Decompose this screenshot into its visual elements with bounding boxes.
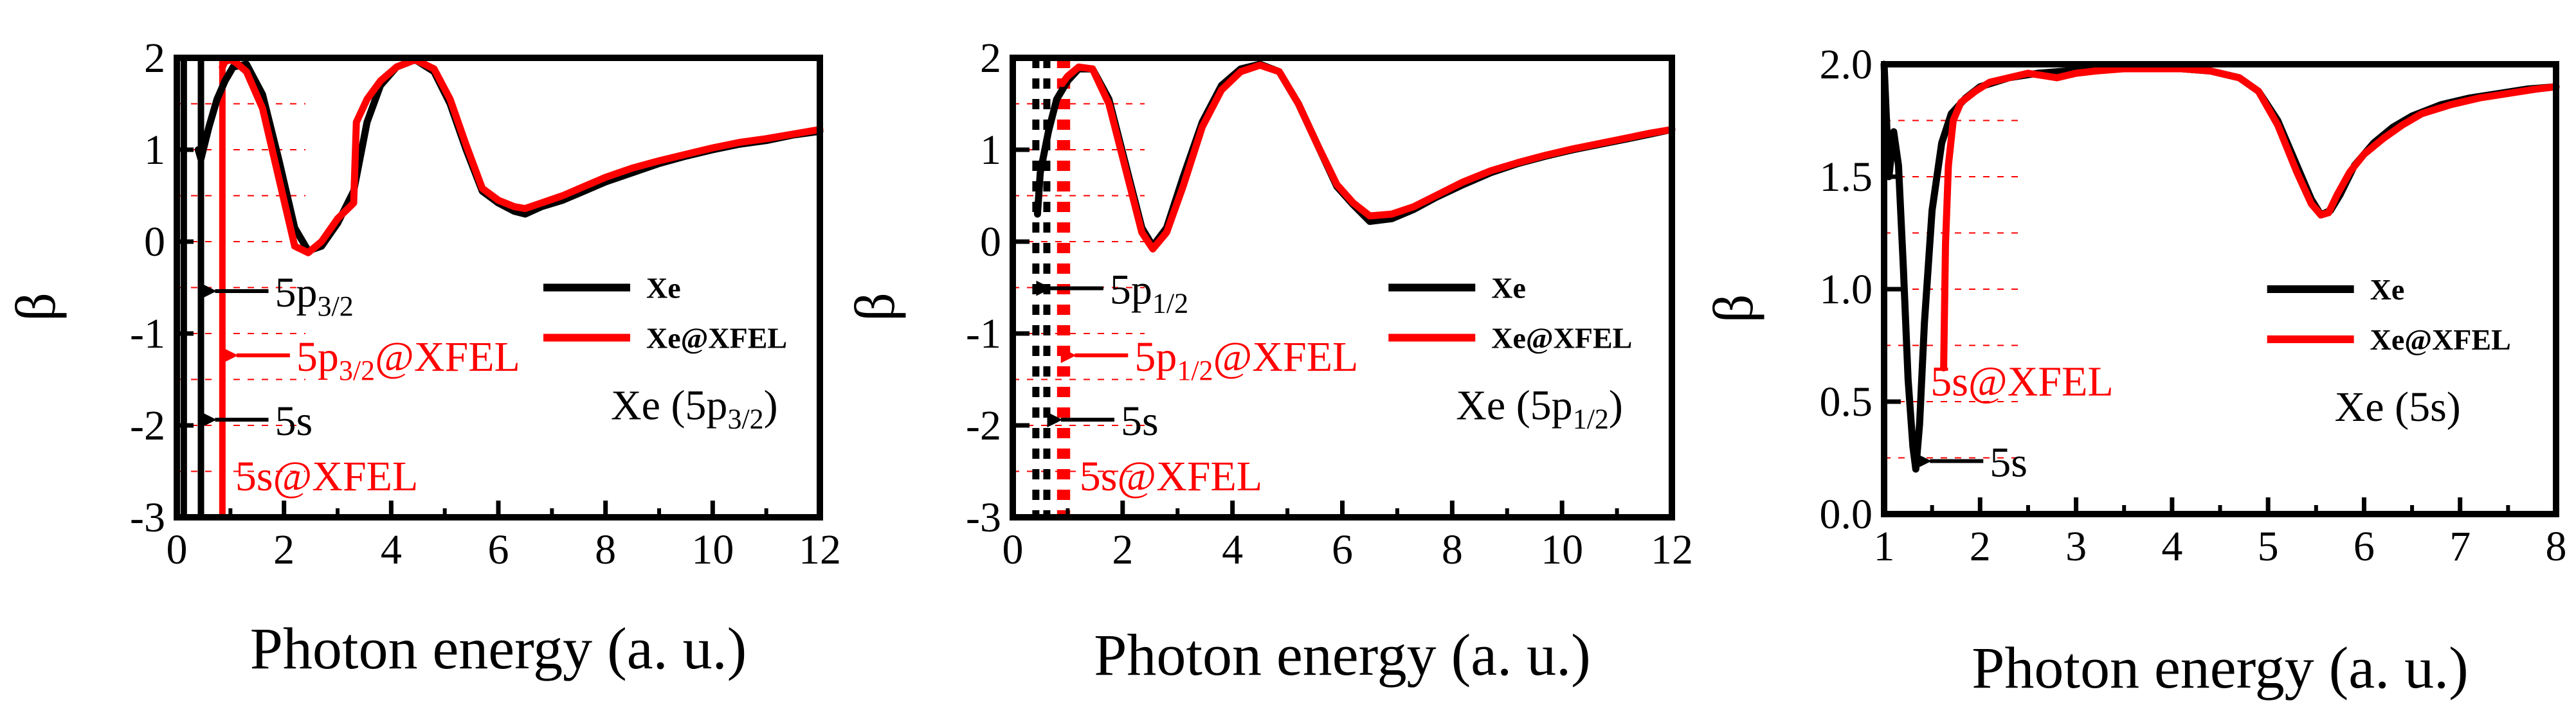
panel-label: Xe (5s) <box>2335 384 2461 431</box>
legend-label: Xe <box>2370 273 2405 306</box>
x-tick-label: 6 <box>2354 523 2375 570</box>
x-tick-label: 0 <box>167 526 188 573</box>
x-tick-label: 2 <box>1112 526 1133 573</box>
x-tick-label: 3 <box>2065 523 2087 570</box>
threshold-label: 5s <box>1121 398 1159 445</box>
x-tick-label: 7 <box>2449 523 2471 570</box>
x-tick-label: 2 <box>273 526 295 573</box>
y-tick-label: 0 <box>144 218 165 265</box>
x-tick-label: 4 <box>1222 526 1243 573</box>
series-line-xe-xfel <box>1940 65 2560 371</box>
y-tick-label: 2 <box>144 35 165 82</box>
x-tick-label: 6 <box>1332 526 1353 573</box>
threshold-label: 5s <box>275 398 313 445</box>
legend-label: Xe@XFEL <box>1491 322 1632 355</box>
y-tick-label: 0 <box>980 218 1001 265</box>
x-axis-label: Photon energy (a. u.) <box>250 616 747 681</box>
y-tick-label: 1.0 <box>1820 266 1873 313</box>
x-tick-label: 5 <box>2258 523 2279 570</box>
x-tick-label: 10 <box>691 526 734 573</box>
x-tick-label: 4 <box>381 526 402 573</box>
series-line-xe-xfel <box>219 56 824 256</box>
x-tick-label: 8 <box>595 526 616 573</box>
y-tick-label: 0.0 <box>1820 491 1873 538</box>
x-tick-label: 2 <box>1970 523 1991 570</box>
x-tick-label: 12 <box>1651 526 1693 573</box>
legend-label: Xe@XFEL <box>2370 323 2511 356</box>
y-tick-label: 1 <box>980 127 1001 174</box>
x-tick-label: 10 <box>1541 526 1583 573</box>
x-tick-label: 0 <box>1002 526 1024 573</box>
panel-label: Xe (5p3/2) <box>611 382 778 435</box>
y-tick-label: 1.5 <box>1820 154 1873 200</box>
y-tick-label: 2 <box>980 35 1001 82</box>
y-tick-label: -2 <box>130 402 165 449</box>
y-tick-label: -3 <box>966 494 1001 541</box>
y-axis-label: β <box>844 292 907 321</box>
y-tick-label: -2 <box>966 402 1001 449</box>
x-tick-label: 1 <box>1874 523 1895 570</box>
threshold-label: 5p3/2@XFEL <box>296 334 520 386</box>
legend-label: Xe@XFEL <box>646 322 787 355</box>
threshold-label: 5s@XFEL <box>235 453 418 500</box>
threshold-label: 5s@XFEL <box>1930 359 2113 405</box>
y-tick-label: -1 <box>966 310 1001 357</box>
x-axis-label: Photon energy (a. u.) <box>1972 635 2468 700</box>
y-tick-label: -3 <box>130 494 165 541</box>
legend-label: Xe <box>1491 272 1526 305</box>
series-line-xe <box>1033 60 1676 250</box>
series-line-xe-xfel <box>1058 61 1676 253</box>
panel-label: Xe (5p1/2) <box>1456 382 1623 435</box>
y-tick-label: 0.5 <box>1820 378 1873 425</box>
x-tick-label: 6 <box>488 526 509 573</box>
threshold-label: 5p1/2 <box>1110 267 1188 319</box>
y-tick-label: 1 <box>144 127 165 174</box>
threshold-label: 5s <box>1990 440 2027 486</box>
threshold-label: 5p3/2 <box>275 269 354 322</box>
threshold-label: 5s@XFEL <box>1080 453 1262 500</box>
x-tick-label: 8 <box>1442 526 1463 573</box>
y-axis-label: β <box>1703 294 1765 323</box>
x-tick-label: 8 <box>2546 523 2567 570</box>
x-tick-label: 12 <box>799 526 841 573</box>
x-tick-label: 4 <box>2161 523 2182 570</box>
panel-3: 1 2 3 4 5 6 7 8 0.0 0.5 1.0 1.5 2.0 Photon energy (a.… <box>1703 41 2567 700</box>
legend-label: Xe <box>646 272 681 305</box>
y-axis-label: β <box>5 292 68 321</box>
y-tick-label: 2.0 <box>1820 41 1873 88</box>
y-tick-label: -1 <box>130 310 165 357</box>
threshold-label: 5p1/2@XFEL <box>1134 334 1358 386</box>
x-axis-label: Photon energy (a. u.) <box>1094 622 1590 688</box>
